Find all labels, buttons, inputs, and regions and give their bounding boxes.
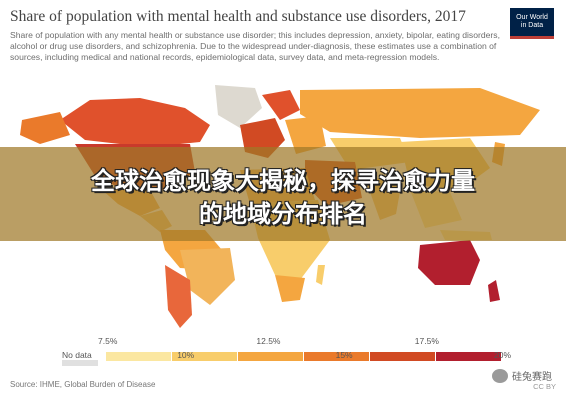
region-australia [418,240,480,285]
legend-tick-label: 20% [494,350,512,360]
legend-tick-label: 17.5% [414,336,439,346]
logo-line-2: in Data [520,22,544,29]
legend-bar-segment [172,352,237,361]
legend-tick-label: 15% [335,350,353,360]
wechat-icon [492,368,508,383]
legend-bar-segment [304,352,369,361]
legend-bar-segment [370,352,435,361]
legend-tick-label: 7.5% [98,336,118,346]
legend-no-data-swatch [62,360,98,366]
logo-line-1: Our World [516,13,548,21]
license-label[interactable]: CC BY [533,382,556,391]
region-eastern-europe [285,116,326,154]
region-scandinavia [262,90,300,120]
legend-bar-segment [106,352,171,361]
legend-tick-label: 10% [177,350,195,360]
map-title: Share of population with mental health a… [10,8,466,25]
source-note: Source: IHME, Global Burden of Disease [10,380,156,389]
region-south-america-south [165,265,192,328]
watermark-text: 硅兔赛跑 [512,372,552,383]
region-new-zealand [488,280,500,302]
region-greenland [215,85,262,128]
banner-text: 全球治愈现象大揭秘，探寻治愈力量 的地域分布排名 [0,165,566,231]
overlay-banner: 全球治愈现象大揭秘，探寻治愈力量 的地域分布排名 [0,147,566,241]
chart-header: Share of population with mental health a… [10,8,500,63]
owid-logo[interactable]: Our World in Data [510,8,554,39]
region-southern-africa [275,275,305,302]
region-alaska [20,112,70,144]
legend-tick-label: 12.5% [256,336,281,346]
map-subtitle: Share of population with any mental heal… [10,30,500,62]
legend-bar-segment [436,352,501,361]
legend-no-data-label: No data [62,350,92,360]
banner-line-2: 的地域分布排名 [199,200,367,228]
color-legend: No data 7.5% 10% 12.5% 15% 17.5% 20% [62,336,512,376]
region-russia [300,88,540,138]
banner-line-1: 全球治愈现象大揭秘，探寻治愈力量 [91,167,475,195]
region-madagascar [316,265,325,285]
region-canada [60,98,210,146]
region-brazil [180,248,235,305]
legend-bar-segment [238,352,303,361]
watermark: 硅兔赛跑 [492,368,552,383]
